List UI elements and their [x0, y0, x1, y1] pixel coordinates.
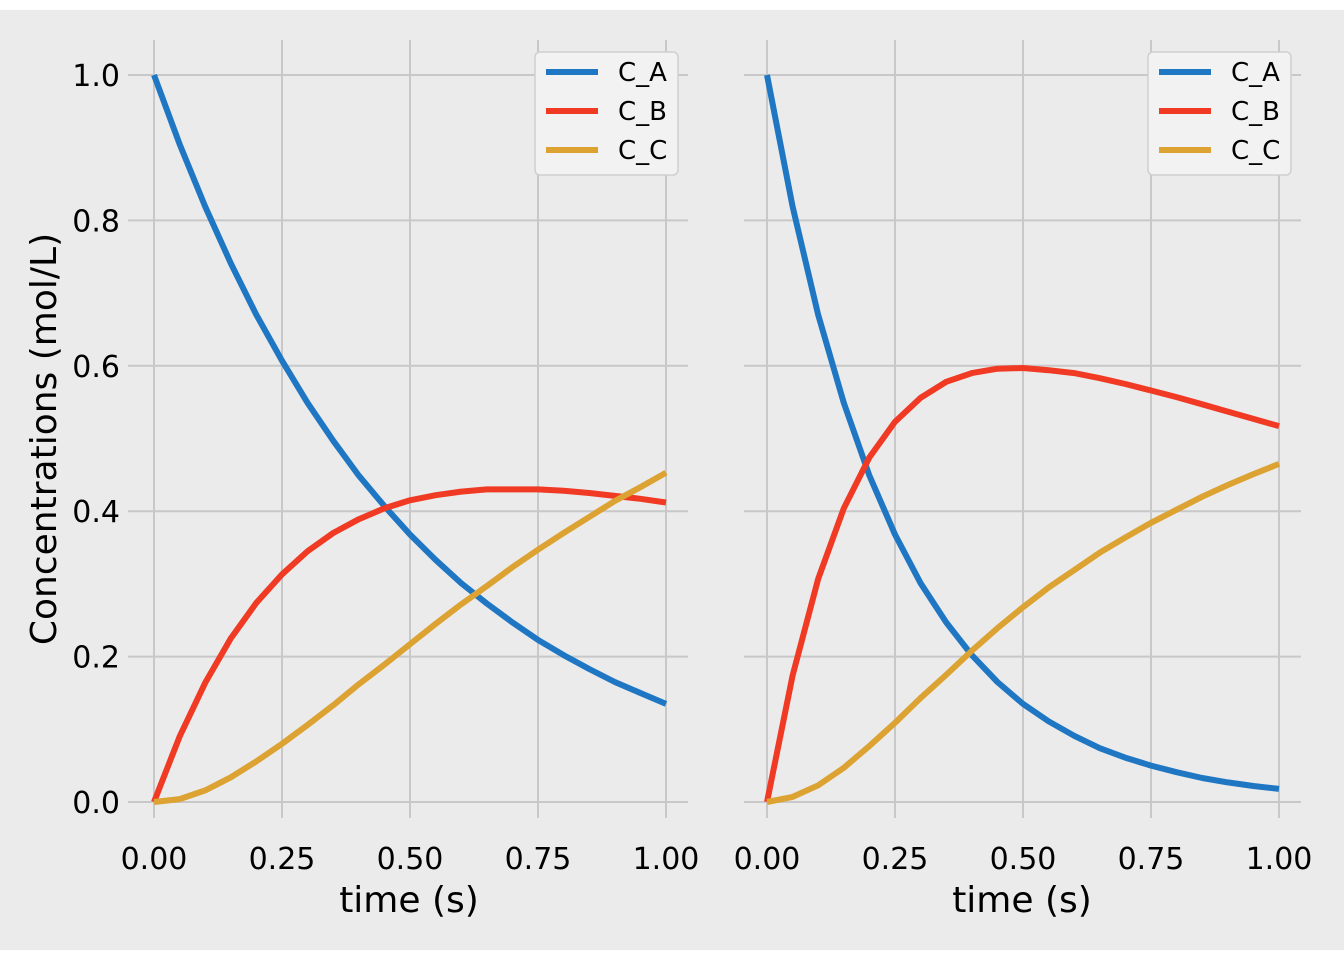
- right-x-tick-label: 0.75: [1118, 842, 1185, 877]
- right-x-tick-labels: 0.00 0.25 0.50 0.75 1.00: [734, 842, 1313, 877]
- right-legend: C_A C_B C_C: [1147, 51, 1292, 176]
- right-legend-box: [1147, 51, 1292, 176]
- left-legend-box: [534, 51, 679, 176]
- left-series-lines: [151, 73, 668, 805]
- right-x-axis-label: time (s): [952, 880, 1092, 921]
- right-chart-panel: 0.00 0.25 0.50 0.75 1.00 time (s) C_A C_B C_…: [734, 40, 1313, 921]
- left-chart-panel: 0.00.20.40.60.81.0 0.00 0.25 0.50 0.75 1.00 …: [24, 40, 699, 921]
- left-x-tick-label: 0.50: [377, 842, 444, 877]
- left-y-tick-label: 0.4: [72, 495, 120, 530]
- left-x-tick-label: 0.25: [249, 842, 316, 877]
- left-legend: C_A C_B C_C: [534, 51, 679, 176]
- left-series-line-c-b: [151, 486, 667, 804]
- right-x-tick-label: 1.00: [1246, 842, 1313, 877]
- left-y-tick-label: 0.8: [72, 204, 120, 239]
- right-series-lines: [764, 74, 1281, 805]
- right-legend-label-c-b: C_B: [1231, 97, 1280, 127]
- left-y-tick-label: 0.0: [72, 786, 120, 821]
- y-axis-label: Concentrations (mol/L): [24, 233, 65, 645]
- left-series-line-c-c: [153, 470, 668, 805]
- left-series-line-c-a: [151, 73, 668, 707]
- left-y-tick-label: 1.0: [72, 59, 120, 94]
- left-grid: [128, 40, 688, 818]
- left-legend-label-c-a: C_A: [618, 58, 667, 88]
- right-x-tick-label: 0.50: [990, 842, 1057, 877]
- right-x-tick-label: 0.00: [734, 842, 801, 877]
- left-x-tick-label: 1.00: [633, 842, 700, 877]
- right-series-line-c-c: [766, 461, 1281, 805]
- left-legend-label-c-c: C_C: [618, 136, 667, 166]
- left-legend-label-c-b: C_B: [618, 97, 667, 127]
- left-x-tick-label: 0.75: [505, 842, 572, 877]
- left-y-tick-labels: 0.0 0.2 0.4 0.6 0.8 1.0: [72, 59, 120, 821]
- left-x-axis-label: time (s): [339, 880, 479, 921]
- right-series-line-c-b: [764, 365, 1280, 803]
- left-y-tick-label: 0.2: [72, 641, 120, 676]
- right-legend-label-c-a: C_A: [1231, 58, 1280, 88]
- left-x-tick-label: 0.00: [121, 842, 188, 877]
- right-x-tick-label: 0.25: [862, 842, 929, 877]
- right-series-line-c-a: [764, 74, 1280, 792]
- left-y-tick-label: 0.6: [72, 350, 120, 385]
- left-x-tick-labels: 0.00 0.25 0.50 0.75 1.00: [121, 842, 700, 877]
- right-legend-label-c-c: C_C: [1231, 136, 1280, 166]
